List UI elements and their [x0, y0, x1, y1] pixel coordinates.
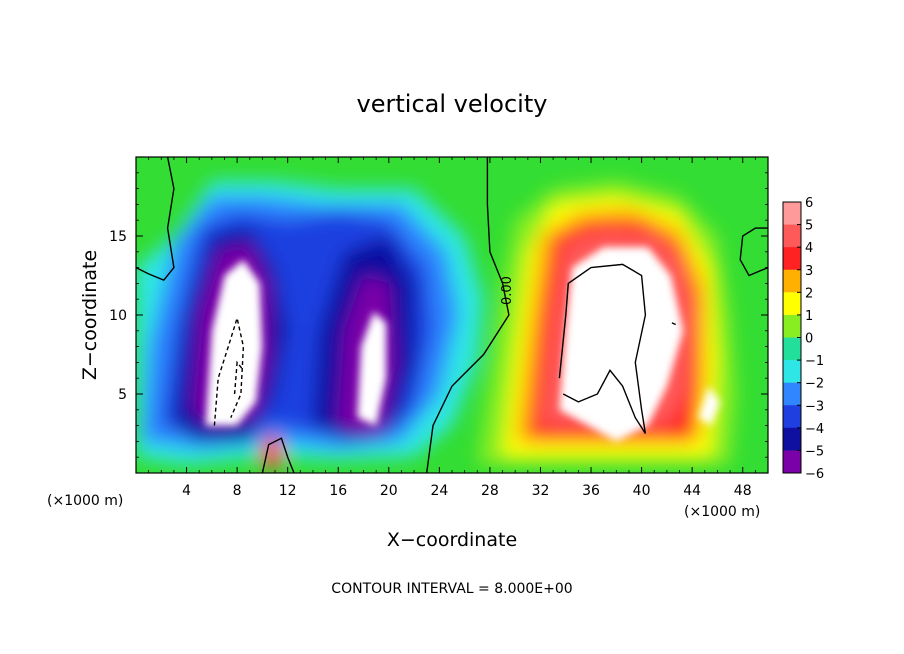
colorbar-tick-label: 3: [805, 264, 813, 279]
x-tick-label: 8: [233, 483, 242, 499]
y-tick-label: 5: [118, 387, 127, 403]
zero-contour: [426, 157, 510, 473]
velocity-field-detail: [205, 247, 720, 442]
colorbar-segment: [783, 269, 801, 293]
colorbar-tick-label: −1: [805, 354, 824, 369]
colorbar-tick-label: −3: [805, 399, 824, 414]
zero-contour: [136, 157, 175, 282]
zero-contour: [261, 437, 295, 473]
contour-interval-note: CONTOUR INTERVAL = 8.000E+00: [331, 581, 572, 597]
max-contour: [558, 263, 647, 434]
y-axis-label: Z−coordinate: [79, 250, 101, 380]
x-tick-label: 4: [182, 483, 191, 499]
x-tick-label: 44: [683, 483, 701, 499]
colorbar-tick-label: −4: [805, 422, 824, 437]
x-units-left: (×1000 m): [47, 493, 123, 509]
x-tick-label: 24: [430, 483, 448, 499]
x-tick-label: 48: [734, 483, 752, 499]
x-tick-label: 20: [380, 483, 398, 499]
plot-area: [136, 157, 768, 473]
y-tick-label: 10: [109, 308, 127, 324]
max-contour: [671, 322, 676, 326]
colorbar-tick-label: 5: [805, 219, 813, 234]
downdraft-core: [357, 311, 387, 426]
x-tick-label: 36: [582, 483, 600, 499]
colorbar-tick-label: 4: [805, 241, 813, 256]
x-tick-label: 12: [279, 483, 297, 499]
colorbar-tick-label: 2: [805, 286, 813, 301]
chart-title: vertical velocity: [357, 90, 548, 118]
downdraft-core: [205, 259, 263, 426]
small-updraft-cell: [259, 435, 286, 469]
colorbar-segment: [783, 450, 801, 474]
updraft-core: [559, 247, 684, 442]
colorbar: 6 5 4 3 2 1 0 −1 −2 −3 −4 −5 −6: [782, 196, 824, 482]
contour-lines: [136, 157, 768, 473]
colorbar-segment: [783, 292, 801, 316]
colorbar-segment: [783, 224, 801, 248]
x-tick-label: 40: [633, 483, 651, 499]
x-tick-label: 32: [532, 483, 550, 499]
y-tick-label: 15: [109, 229, 127, 245]
colorbar-segment: [783, 337, 801, 361]
x-tick-label: 16: [329, 483, 347, 499]
min-contour: [233, 360, 244, 395]
colorbar-tick-label: −2: [805, 377, 824, 392]
x-axis: 4 8 12 16 20 24 28 32 36 40 44 48: [148, 157, 756, 499]
colorbar-segment: [783, 405, 801, 429]
contour-label: 0.00: [500, 276, 515, 305]
colorbar-segment: [783, 360, 801, 384]
colorbar-tick-label: −6: [805, 467, 824, 482]
colorbar-segment: [783, 202, 801, 226]
x-tick-label: 28: [481, 483, 499, 499]
colorbar-tick-label: 6: [805, 196, 813, 211]
colorbar-tick-label: 0: [805, 332, 813, 347]
colorbar-segment: [783, 382, 801, 406]
colorbar-tick-label: 1: [805, 309, 813, 324]
colorbar-segment: [783, 314, 801, 338]
y-axis: 5 10 15: [109, 172, 768, 458]
colorbar-segment: [783, 427, 801, 451]
colorbar-segment: [783, 247, 801, 271]
x-units-right: (×1000 m): [684, 504, 760, 520]
x-axis-label: X−coordinate: [387, 529, 517, 551]
zero-contour: [739, 227, 768, 277]
colorbar-tick-label: −5: [805, 444, 824, 459]
updraft-core: [698, 386, 720, 426]
